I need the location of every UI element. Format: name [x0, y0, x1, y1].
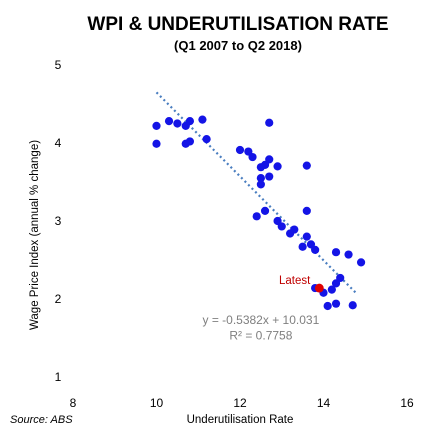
- x-axis-ticks: 8 10 12 14 16: [70, 396, 414, 410]
- y-tick-label: 4: [55, 136, 62, 150]
- data-point: [327, 285, 336, 294]
- data-point: [331, 248, 341, 257]
- data-point: [248, 152, 257, 162]
- y-axis-label: Wage Price Index (annual % change): [29, 140, 41, 330]
- data-point: [298, 242, 307, 251]
- data-point: [235, 145, 245, 155]
- data-point: [331, 299, 341, 308]
- data-point: [331, 279, 341, 288]
- data-point: [256, 180, 265, 189]
- chart-subtitle: (Q1 2007 to Q2 2018): [174, 38, 302, 53]
- data-point: [277, 222, 286, 231]
- data-point: [256, 163, 265, 172]
- data-point: [356, 258, 366, 267]
- data-point: [202, 135, 211, 144]
- data-point: [286, 229, 295, 238]
- data-point: [344, 250, 353, 259]
- x-axis-label: Underutilisation Rate: [187, 414, 294, 426]
- y-tick-label: 5: [55, 58, 62, 72]
- data-points: [152, 115, 366, 311]
- y-axis-ticks: 1 2 3 4 5: [55, 58, 62, 384]
- y-tick-label: 1: [55, 370, 62, 384]
- trendline-equation: y = -0.5382x + 10.031: [202, 313, 319, 327]
- data-point: [265, 172, 274, 181]
- data-point: [152, 139, 161, 148]
- data-point: [164, 117, 174, 126]
- data-point: [252, 212, 261, 221]
- data-point: [198, 115, 207, 124]
- y-tick-label: 3: [55, 214, 62, 228]
- data-point: [152, 121, 161, 130]
- y-tick-label: 2: [55, 292, 62, 306]
- data-point: [256, 174, 265, 183]
- data-point: [265, 118, 274, 127]
- x-tick-label: 16: [400, 396, 414, 410]
- x-tick-label: 10: [150, 396, 164, 410]
- data-point: [348, 301, 357, 310]
- x-tick-label: 8: [70, 396, 77, 410]
- data-point: [173, 119, 182, 128]
- x-tick-label: 12: [233, 396, 247, 410]
- latest-point: [314, 283, 324, 293]
- latest-label: Latest: [279, 275, 311, 287]
- x-tick-label: 14: [317, 396, 331, 410]
- source-note: Source: ABS: [10, 414, 73, 426]
- data-point: [323, 301, 332, 311]
- chart-title: WPI & UNDERUTILISATION RATE: [87, 14, 388, 35]
- data-point: [185, 117, 194, 126]
- trendline: [155, 91, 358, 295]
- data-point: [302, 206, 311, 215]
- data-point: [273, 162, 282, 171]
- data-point: [302, 161, 311, 170]
- data-point: [311, 245, 320, 254]
- data-point: [260, 206, 270, 215]
- data-point: [185, 137, 194, 146]
- trendline-r-squared: R² = 0.7758: [229, 329, 292, 343]
- data-point: [302, 232, 311, 241]
